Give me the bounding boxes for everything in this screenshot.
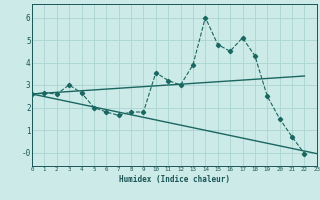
X-axis label: Humidex (Indice chaleur): Humidex (Indice chaleur) [119,175,230,184]
